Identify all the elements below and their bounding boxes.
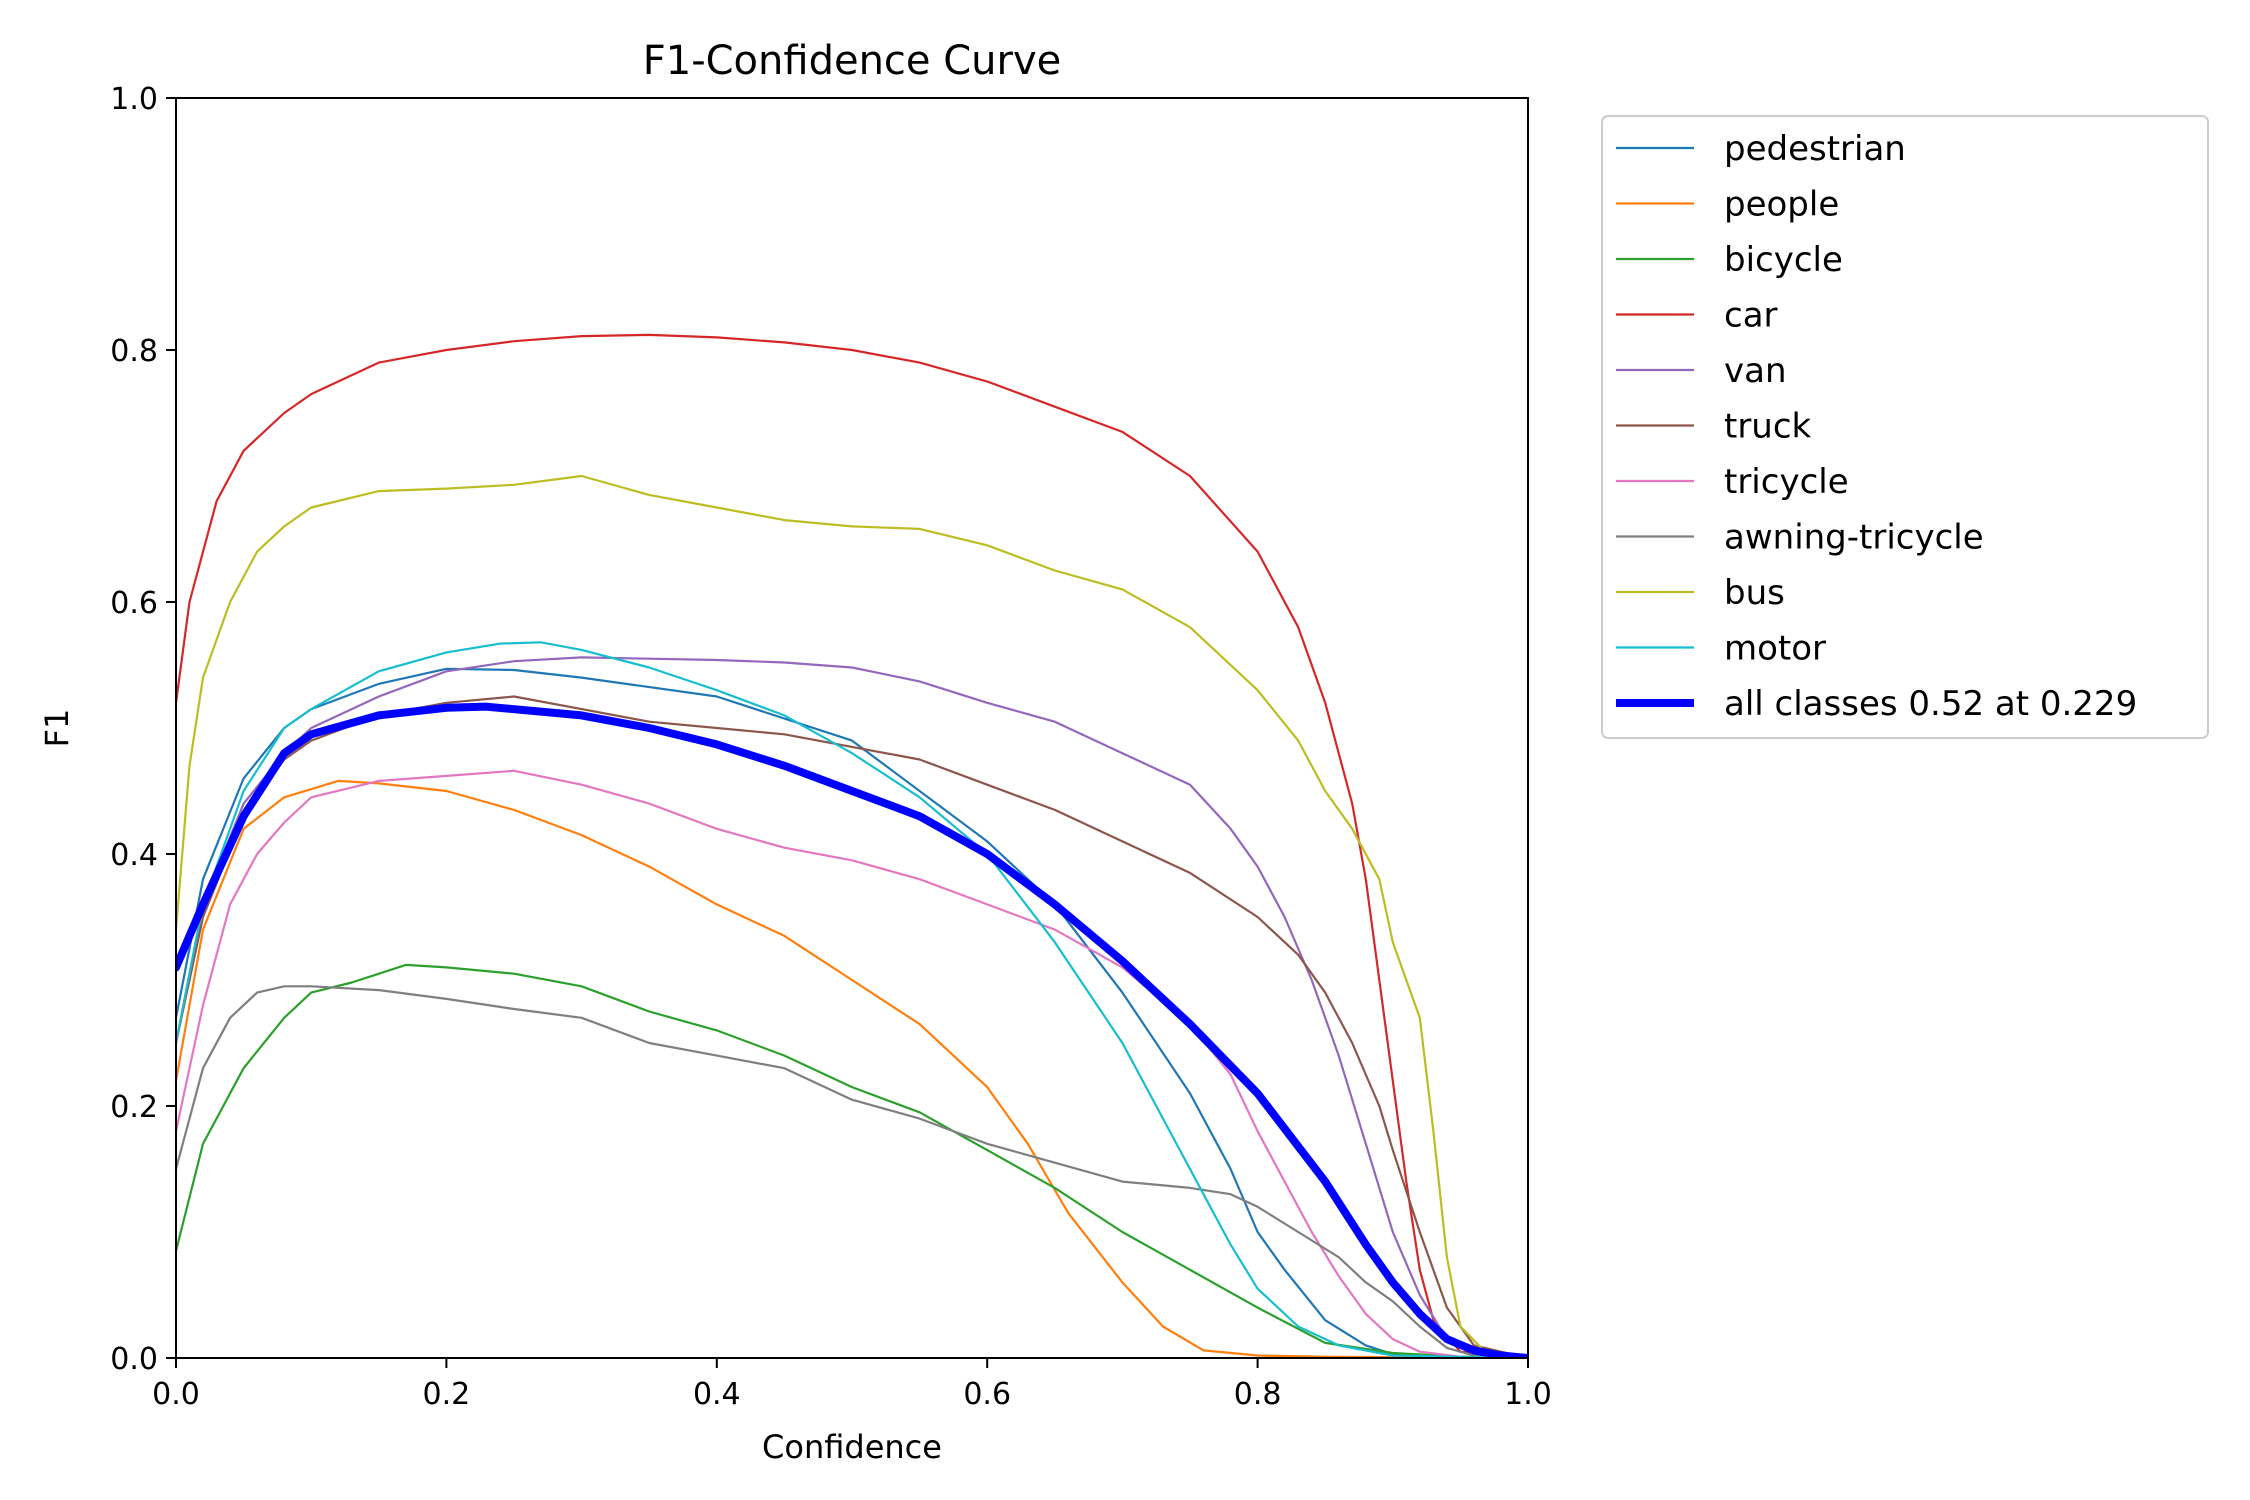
series-line-car	[176, 333, 1528, 1358]
series-layer	[176, 333, 1528, 1358]
y-tick-label: 0.2	[110, 1090, 158, 1125]
x-tick-label: 0.0	[152, 1377, 200, 1412]
legend-label: pedestrian	[1724, 129, 1906, 169]
series-line-truck	[176, 695, 1528, 1358]
series-line-bicycle	[176, 963, 1528, 1358]
series-line-people	[176, 779, 1528, 1358]
y-tick-label: 0.6	[110, 586, 158, 621]
legend-label: people	[1724, 185, 1839, 225]
legend: pedestrian people bicycle car van truck tricyc…	[1601, 115, 2209, 739]
x-axis: 0.0 0.2 0.4 0.6 0.8 1.0	[152, 1358, 1552, 1412]
series-line-van	[176, 656, 1528, 1358]
y-tick-label: 1.0	[110, 82, 158, 117]
plot-frame	[175, 97, 1529, 1359]
legend-box	[1601, 115, 2209, 739]
x-tick-label: 1.0	[1504, 1377, 1552, 1412]
series-line-motor	[176, 641, 1528, 1358]
legend-label: van	[1724, 351, 1787, 391]
series-line-all-classes-0-52-at-0-229	[176, 702, 1528, 1358]
legend-label: tricycle	[1724, 462, 1849, 502]
legend-label: all classes 0.52 at 0.229	[1724, 684, 2137, 724]
series-line-bus	[176, 474, 1528, 1358]
y-tick-label: 0.4	[110, 838, 158, 873]
x-axis-title: Confidence	[762, 1428, 942, 1466]
y-tick-label: 0.8	[110, 334, 158, 369]
x-tick-label: 0.4	[693, 1377, 741, 1412]
legend-label: car	[1724, 296, 1778, 336]
chart-title: F1-Confidence Curve	[643, 38, 1062, 84]
plot-area	[175, 97, 1529, 1359]
y-axis-title: F1	[38, 709, 76, 748]
series-line-tricycle	[176, 769, 1528, 1358]
legend-label: awning-tricycle	[1724, 518, 1984, 558]
y-tick-label: 0.0	[110, 1342, 158, 1377]
legend-label: motor	[1724, 629, 1826, 669]
legend-label: bus	[1724, 573, 1785, 613]
x-tick-label: 0.6	[963, 1377, 1011, 1412]
x-tick-label: 0.2	[423, 1377, 471, 1412]
series-line-awning-tricycle	[176, 985, 1528, 1358]
y-axis: 0.0 0.2 0.4 0.6 0.8 1.0	[110, 82, 176, 1377]
legend-label: truck	[1724, 407, 1812, 447]
x-tick-label: 0.8	[1234, 1377, 1282, 1412]
legend-label: bicycle	[1724, 240, 1843, 280]
